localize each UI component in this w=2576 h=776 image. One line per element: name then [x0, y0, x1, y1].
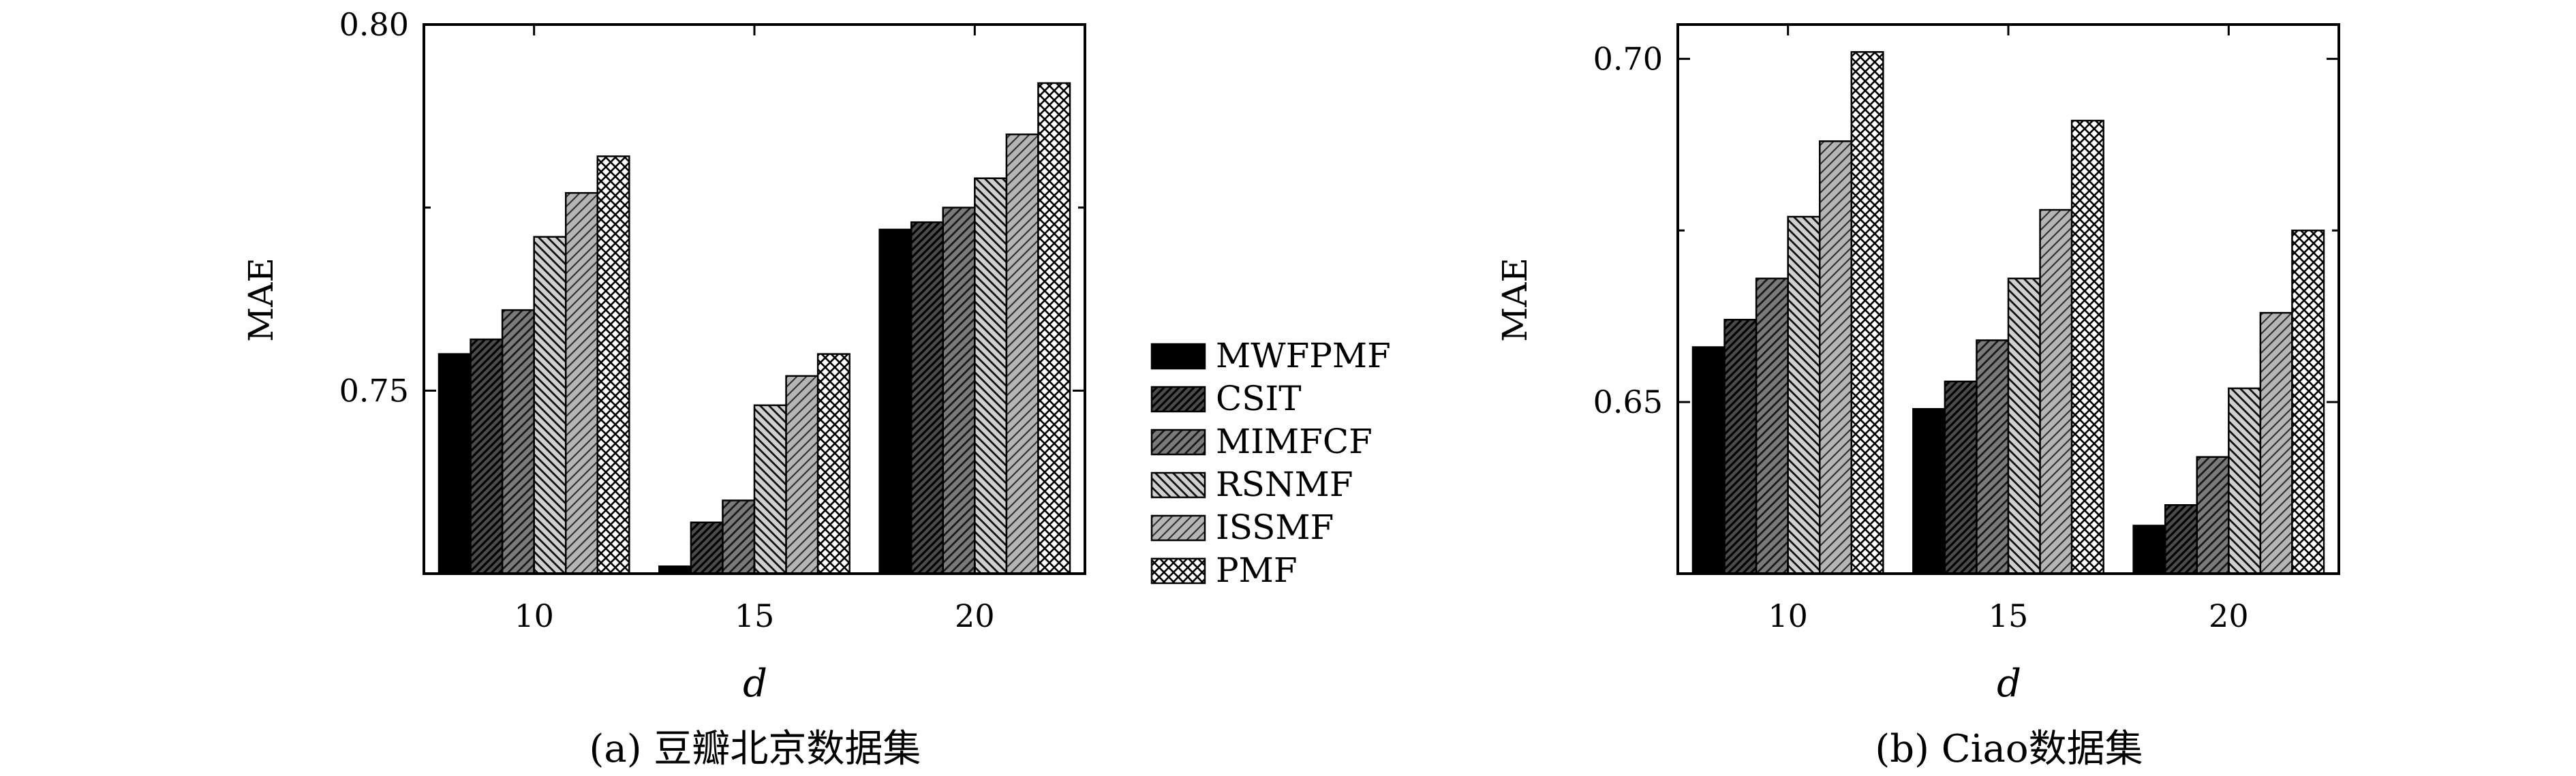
bar-rsnmf-d10	[533, 236, 567, 575]
x-tick-label: 20	[2209, 597, 2249, 634]
bar-issmf-d20	[2259, 311, 2293, 575]
bar-pmf-d20	[2291, 230, 2325, 575]
legend-label: CSIT	[1216, 379, 1302, 418]
bar-group-ciao	[1691, 51, 2325, 575]
bar-pmf-d15	[816, 353, 850, 575]
bar-mwfpmf-d10	[1691, 346, 1726, 575]
bar-rsnmf-d15	[2007, 277, 2041, 575]
bar-group-douban	[438, 82, 1071, 575]
chart-panel-ciao: 0.65 0.70 10 15 20 MAE d (b) Ciao数据集	[1495, 23, 2340, 771]
bar-issmf-d15	[785, 375, 819, 575]
bar-mimfcf-d20	[2196, 456, 2230, 575]
bar-mimfcf-d20	[942, 206, 976, 575]
legend-label: MIMFCF	[1216, 422, 1373, 461]
legend-swatch	[1150, 514, 1206, 542]
legend-label: RSNMF	[1216, 465, 1353, 504]
y-ticks: 0.75 0.80	[339, 6, 1085, 409]
bar-pmf-d20	[1037, 82, 1071, 575]
bar-pmf-d10	[596, 155, 630, 575]
x-tick-label: 10	[514, 597, 554, 634]
y-tick-label: 0.75	[339, 372, 409, 409]
bar-mimfcf-d15	[722, 499, 756, 575]
x-axis-label: d	[1997, 662, 2021, 706]
panel-caption: (b) Ciao数据集	[1875, 727, 2143, 771]
bar-mimfcf-d10	[1755, 277, 1789, 575]
legend-item-mwfpmf: MWFPMF	[1150, 336, 1391, 375]
bar-mwfpmf-d20	[2132, 525, 2166, 575]
bar-rsnmf-d20	[2228, 387, 2262, 575]
bar-csit-d10	[1723, 318, 1758, 575]
bar-mwfpmf-d20	[878, 228, 913, 575]
bar-pmf-d10	[1850, 51, 1884, 575]
x-tick-label: 15	[1989, 597, 2029, 634]
bar-rsnmf-d20	[974, 177, 1008, 575]
legend-swatch	[1150, 343, 1206, 370]
legend-label: PMF	[1216, 550, 1298, 590]
bar-issmf-d15	[2039, 208, 2073, 575]
chart-panel-douban: 0.75 0.80 10 15 20 MAE d (a) 豆瓣北京数据集	[241, 6, 1086, 771]
bar-csit-d20	[910, 221, 945, 575]
bar-rsnmf-d15	[753, 404, 787, 575]
panel-caption: (a) 豆瓣北京数据集	[589, 727, 921, 771]
x-ticks: 10 15 20	[514, 25, 995, 634]
x-ticks: 10 15 20	[1768, 25, 2249, 634]
legend-swatch	[1150, 429, 1206, 456]
y-tick-label: 0.80	[339, 6, 409, 43]
bar-csit-d15	[690, 521, 724, 575]
bar-issmf-d10	[564, 191, 599, 575]
y-tick-label: 0.65	[1593, 384, 1663, 420]
legend-swatch	[1150, 471, 1206, 499]
bar-csit-d10	[470, 338, 504, 575]
legend-swatch	[1150, 557, 1206, 585]
legend-item-mimfcf: MIMFCF	[1150, 422, 1373, 461]
bar-issmf-d20	[1005, 133, 1039, 575]
bar-mimfcf-d15	[1976, 339, 2010, 575]
legend-item-pmf: PMF	[1150, 550, 1298, 590]
bar-rsnmf-d10	[1787, 215, 1821, 575]
y-ticks: 0.65 0.70	[1593, 40, 2339, 420]
x-axis-label: d	[743, 662, 767, 706]
legend-item-csit: CSIT	[1150, 379, 1302, 418]
bar-issmf-d10	[1818, 140, 1853, 575]
bar-mwfpmf-d15	[1912, 407, 1946, 575]
legend-label: ISSMF	[1216, 508, 1334, 547]
x-tick-label: 20	[955, 597, 995, 634]
x-tick-label: 15	[735, 597, 775, 634]
bar-csit-d20	[2164, 504, 2198, 575]
y-tick-label: 0.70	[1593, 40, 1663, 77]
y-axis-label: MAE	[1495, 258, 1535, 342]
bar-mimfcf-d10	[501, 309, 535, 575]
legend-label: MWFPMF	[1216, 336, 1391, 375]
y-axis-label: MAE	[241, 258, 281, 342]
x-tick-label: 10	[1768, 597, 1808, 634]
bar-csit-d15	[1944, 380, 1978, 575]
bar-mwfpmf-d10	[438, 353, 472, 575]
bar-pmf-d15	[2070, 119, 2104, 575]
legend-swatch	[1150, 386, 1206, 413]
legend-item-rsnmf: RSNMF	[1150, 465, 1353, 504]
legend-item-issmf: ISSMF	[1150, 508, 1334, 547]
